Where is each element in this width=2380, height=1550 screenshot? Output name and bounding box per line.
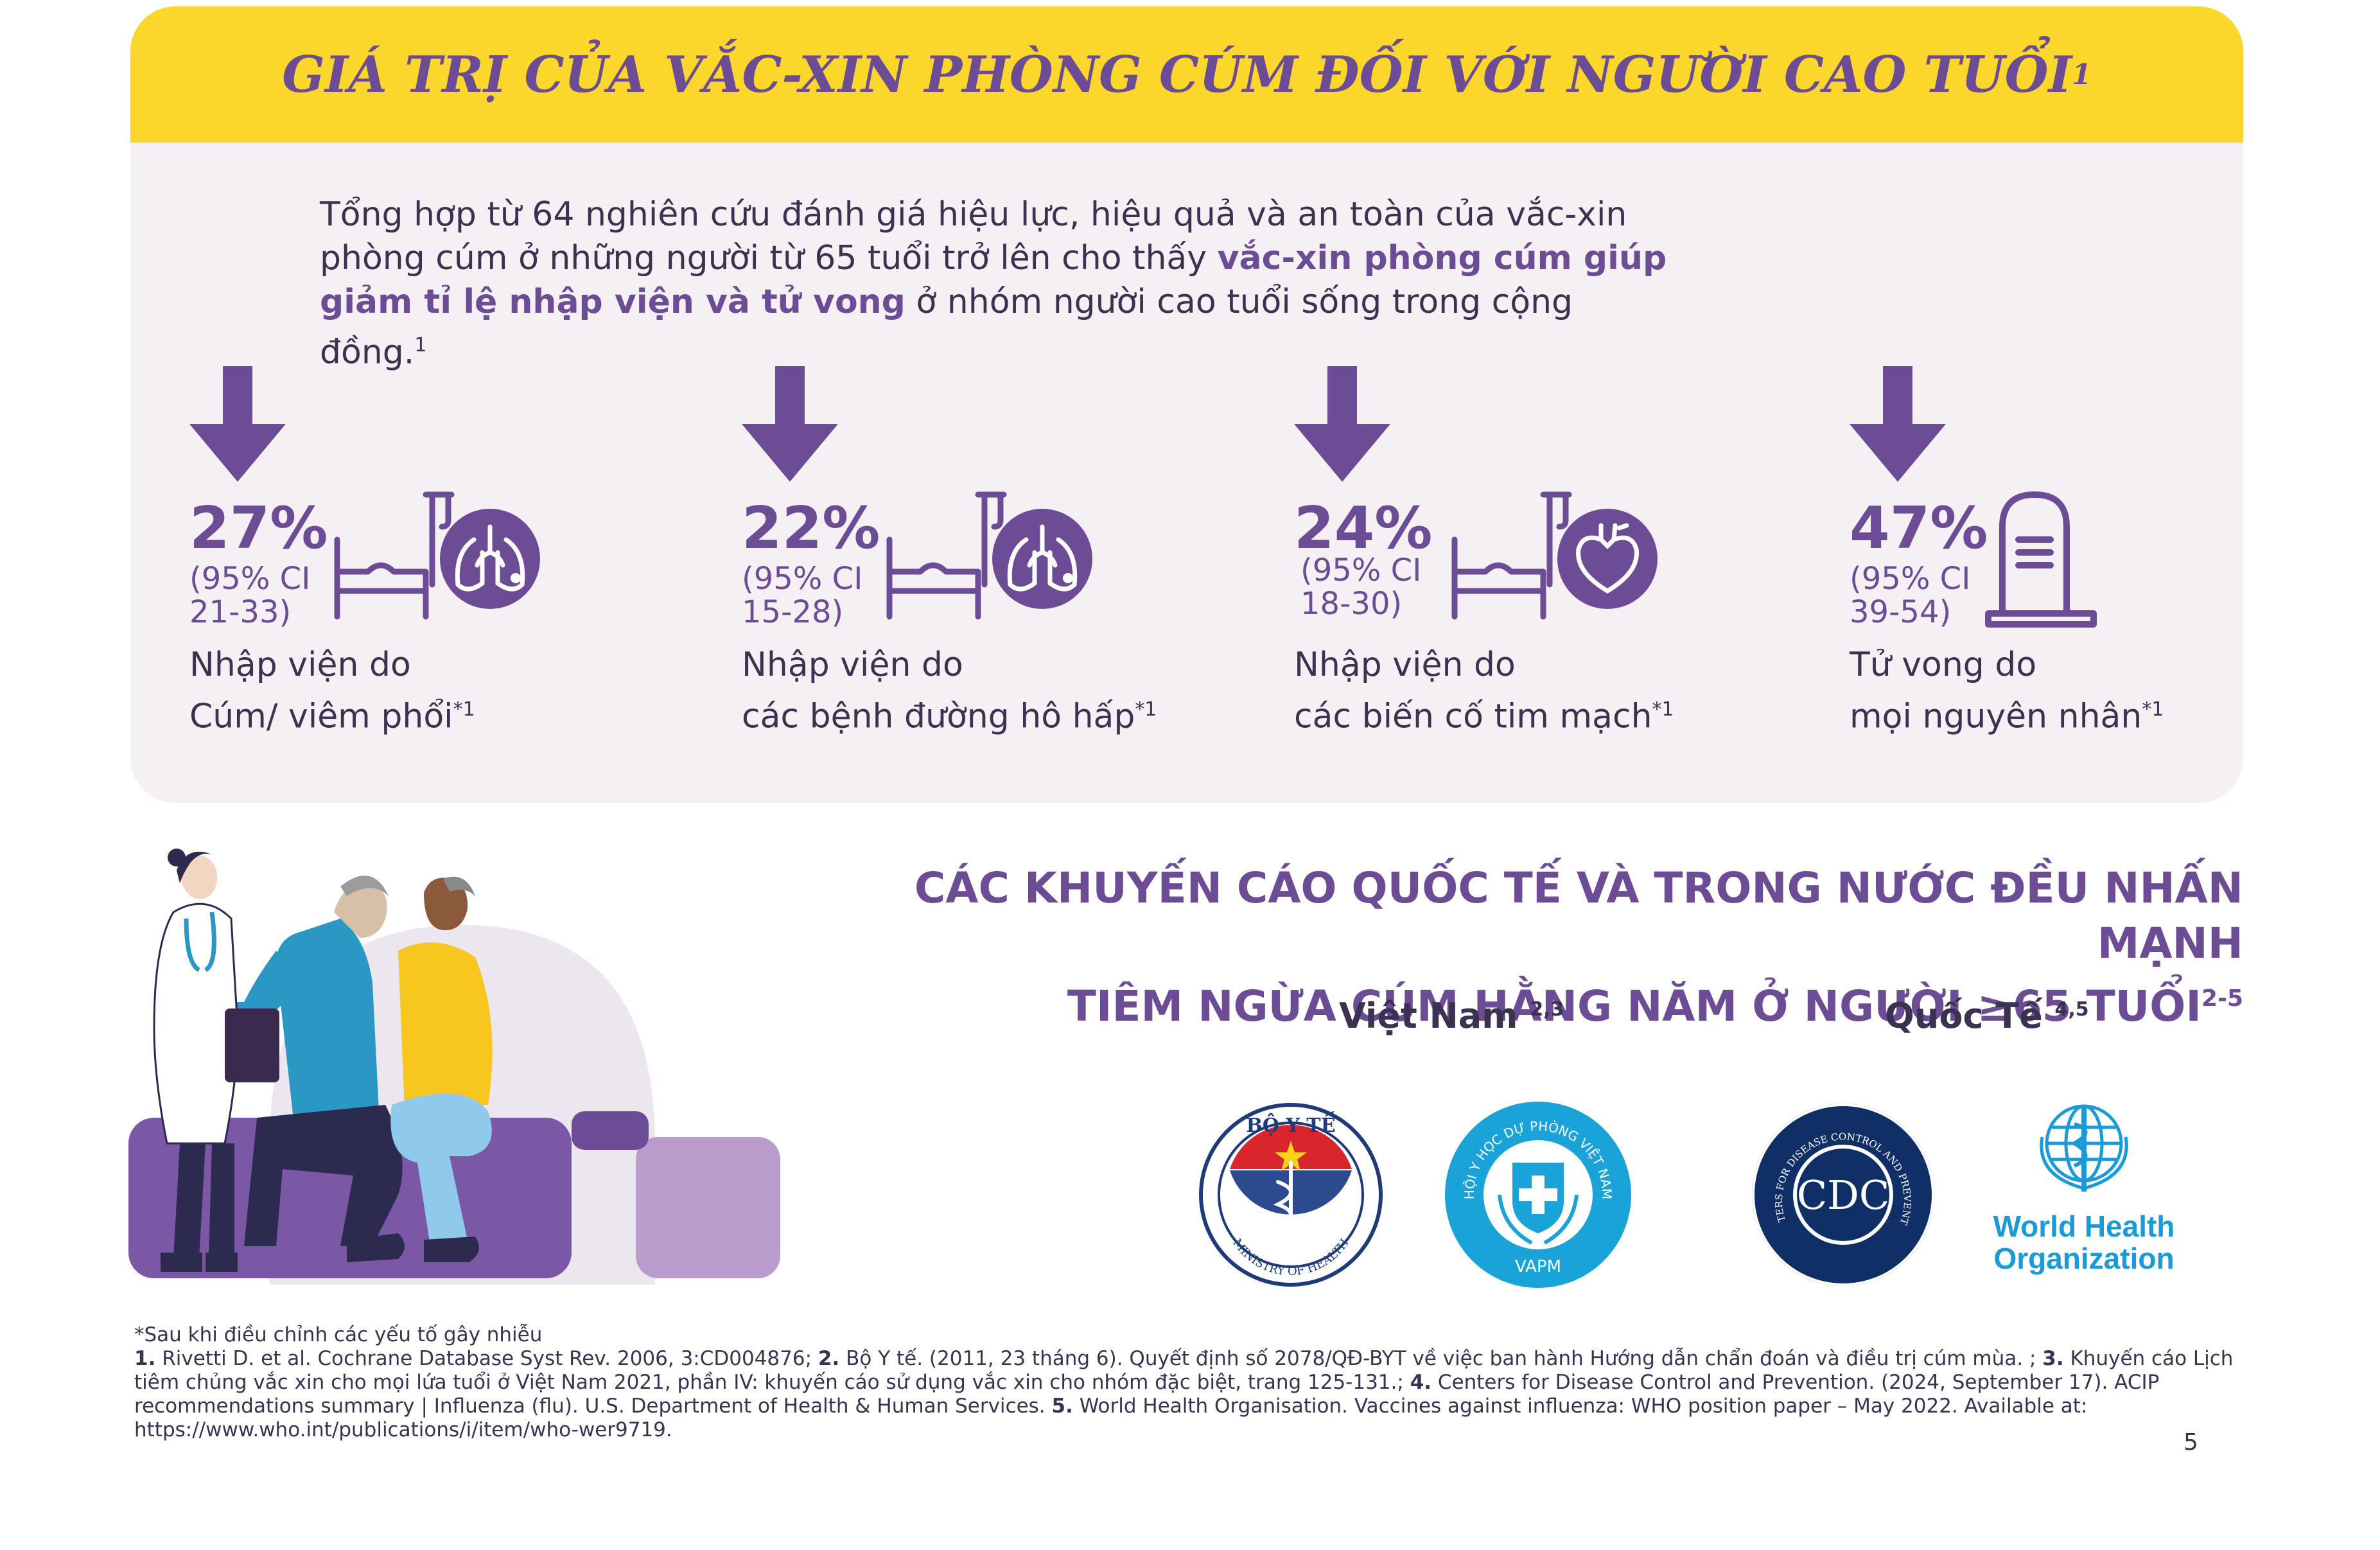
stat-label: Nhập viện do Cúm/ viêm phổi*1 bbox=[189, 646, 475, 736]
page-number: 5 bbox=[2183, 1429, 2198, 1456]
stat-percent: 27% bbox=[189, 495, 328, 562]
references: 1. Rivetti D. et al. Cochrane Database S… bbox=[134, 1347, 2234, 1441]
stat-percent: 22% bbox=[742, 495, 880, 562]
stat-all-cause-mortality: 47% (95% CI 39-54) Tử vong do mọi nguyên n… bbox=[1790, 366, 2243, 752]
elderly-patients-with-doctor-illustration bbox=[128, 849, 780, 1285]
who-text-line1: World Health bbox=[1993, 1210, 2175, 1243]
ministry-of-health-logo: BỘ Y TẾ MINISTRY OF HEALTH bbox=[1199, 1103, 1383, 1287]
hospital-bed-lungs-icon bbox=[334, 491, 540, 620]
vapm-logo: HỘI Y HỌC DỰ PHÒNG VIỆT NAM VAPM bbox=[1445, 1102, 1631, 1288]
down-arrow-icon bbox=[1294, 366, 1390, 482]
intro-text-start: Tổng hợp từ 64 nghiên cứu đánh giá hiệu … bbox=[320, 195, 1627, 277]
adjusted-note: *Sau khi điều chỉnh các yếu tố gây nhiễu bbox=[134, 1323, 543, 1346]
hospital-bed-lungs-icon bbox=[886, 491, 1092, 620]
moh-top-text: BỘ Y TẾ bbox=[1247, 1111, 1336, 1137]
international-label: Quốc Tế 4,5 bbox=[1885, 996, 2089, 1036]
who-text-line2: Organization bbox=[1993, 1242, 2174, 1275]
title-superscript: 1 bbox=[2072, 58, 2092, 91]
down-arrow-icon bbox=[189, 366, 286, 482]
down-arrow-icon bbox=[742, 366, 838, 482]
cdc-logo: CENTERS FOR DISEASE CONTROL AND PREVENTI… bbox=[1747, 1098, 1934, 1286]
stat-respiratory: 22% (95% CI 15-28) Nhập viện do các bệnh đ… bbox=[683, 366, 1209, 752]
vietnam-label: Việt Nam 2,3 bbox=[1339, 996, 1564, 1036]
intro-text-end: ở nhóm người cao tuổi sống trong cộng đồ… bbox=[320, 283, 1573, 372]
tombstone-icon bbox=[1985, 491, 2097, 628]
who-logo: World Health Organization bbox=[1993, 1104, 2175, 1275]
intro-highlight: vắc-xin phòng cúm giúp giảm tỉ lệ nhập v… bbox=[320, 239, 1667, 321]
hospital-bed-heart-icon bbox=[1451, 491, 1658, 620]
stat-percent: 47% bbox=[1850, 495, 1988, 562]
cdc-center-text: CDC bbox=[1797, 1172, 1890, 1219]
stat-ci: (95% CI 21-33) bbox=[189, 561, 311, 630]
stat-ci: (95% CI 15-28) bbox=[742, 561, 863, 630]
stat-label: Nhập viện do các biến cố tim mạch*1 bbox=[1294, 646, 1674, 736]
title-banner: GIÁ TRỊ CỦA VẮC-XIN PHÒNG CÚM ĐỐI VỚI NG… bbox=[130, 6, 2243, 143]
intro-paragraph: Tổng hợp từ 64 nghiên cứu đánh giá hiệu … bbox=[320, 193, 1668, 374]
stat-ci: (95% CI 39-54) bbox=[1850, 561, 1971, 630]
stat-ci: (95% CI 18-30) bbox=[1300, 552, 1422, 622]
vaccine-value-panel: GIÁ TRỊ CỦA VẮC-XIN PHÒNG CÚM ĐỐI VỚI NG… bbox=[130, 6, 2243, 803]
stat-label: Nhập viện do các bệnh đường hô hấp*1 bbox=[742, 646, 1157, 736]
stat-influenza-pneumonia: 27% (95% CI 21-33) Nhập viện do Cúm/ viêm … bbox=[130, 366, 657, 752]
stat-percent: 24% bbox=[1294, 495, 1433, 562]
intro-superscript: 1 bbox=[414, 334, 427, 357]
down-arrow-icon bbox=[1850, 366, 1946, 482]
stat-cardiovascular: 24% (95% CI 18-30) Nhập viện do các biến c… bbox=[1235, 366, 1762, 752]
footnotes: *Sau khi điều chỉnh các yếu tố gây nhiễu… bbox=[134, 1323, 2247, 1442]
stat-label: Tử vong do mọi nguyên nhân*1 bbox=[1850, 646, 2164, 736]
page-title: GIÁ TRỊ CỦA VẮC-XIN PHÒNG CÚM ĐỐI VỚI NG… bbox=[282, 45, 2092, 104]
recommendations-title: CÁC KHUYẾN CÁO QUỐC TẾ VÀ TRONG NƯỚC ĐỀU… bbox=[914, 863, 2243, 1031]
vapm-bottom-text: VAPM bbox=[1515, 1257, 1561, 1276]
